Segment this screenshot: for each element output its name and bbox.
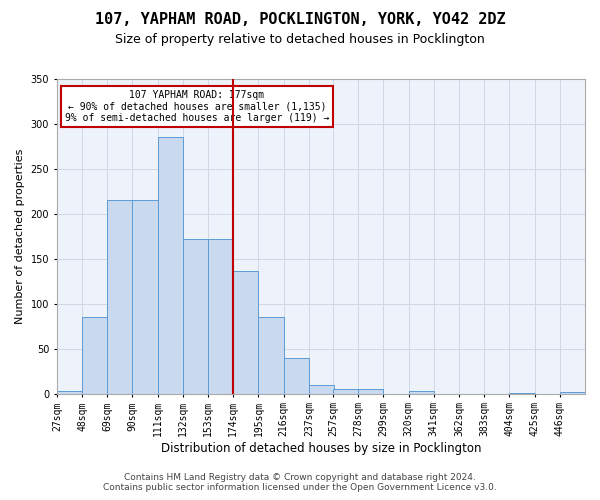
Text: 107, YAPHAM ROAD, POCKLINGTON, YORK, YO42 2DZ: 107, YAPHAM ROAD, POCKLINGTON, YORK, YO4…	[95, 12, 505, 28]
Bar	[183, 239, 208, 394]
Bar	[358, 389, 383, 394]
Bar	[560, 392, 585, 394]
Bar	[233, 272, 259, 394]
Bar	[284, 358, 309, 394]
Bar	[208, 239, 233, 394]
Bar	[158, 138, 183, 394]
Bar	[333, 389, 358, 394]
X-axis label: Distribution of detached houses by size in Pocklington: Distribution of detached houses by size …	[161, 442, 481, 455]
Bar	[259, 317, 284, 394]
Bar	[309, 384, 334, 394]
Text: Contains public sector information licensed under the Open Government Licence v3: Contains public sector information licen…	[103, 484, 497, 492]
Text: Size of property relative to detached houses in Pocklington: Size of property relative to detached ho…	[115, 32, 485, 46]
Bar	[107, 200, 133, 394]
Bar	[409, 391, 434, 394]
Text: 107 YAPHAM ROAD: 177sqm
← 90% of detached houses are smaller (1,135)
9% of semi-: 107 YAPHAM ROAD: 177sqm ← 90% of detache…	[65, 90, 329, 123]
Y-axis label: Number of detached properties: Number of detached properties	[15, 148, 25, 324]
Bar	[82, 317, 107, 394]
Bar	[57, 391, 82, 394]
Text: Contains HM Land Registry data © Crown copyright and database right 2024.: Contains HM Land Registry data © Crown c…	[124, 474, 476, 482]
Bar	[509, 392, 535, 394]
Bar	[133, 200, 158, 394]
